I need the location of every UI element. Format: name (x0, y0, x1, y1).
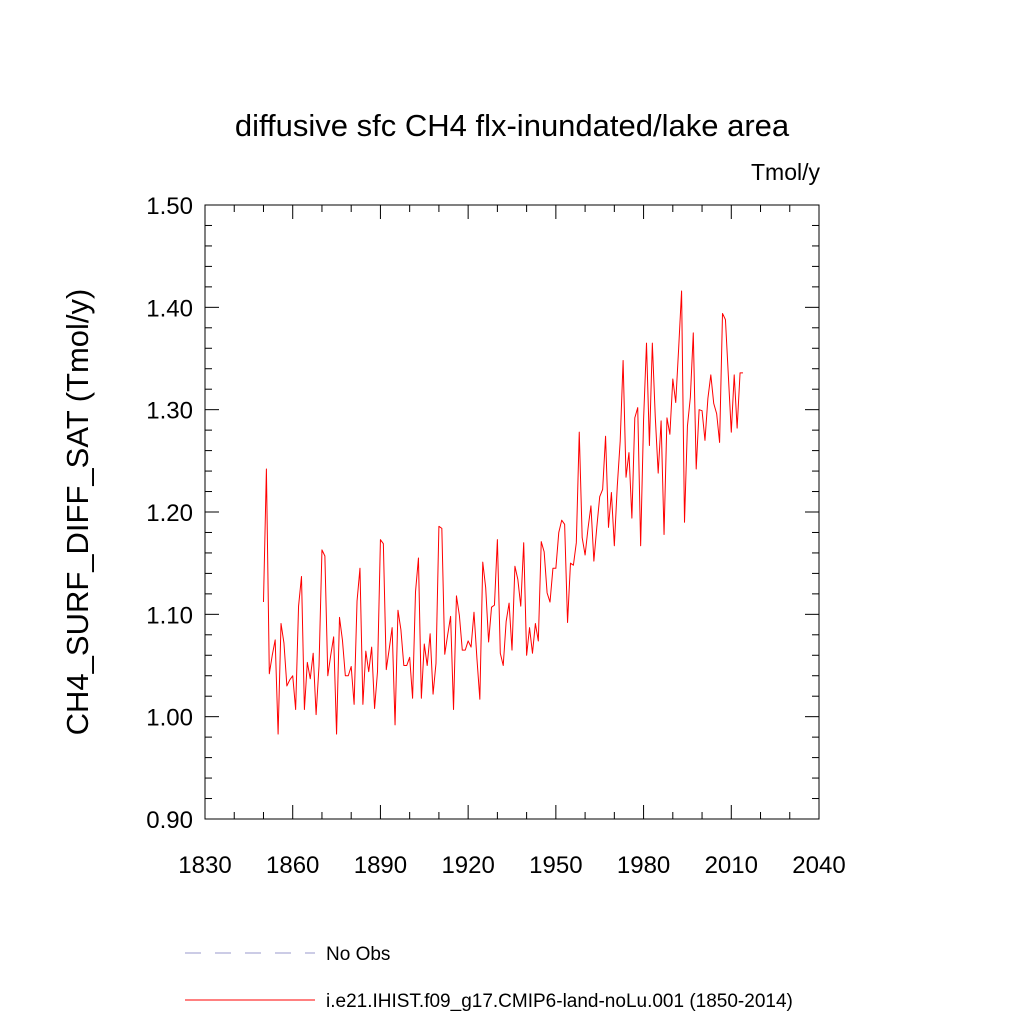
y-tick-label: 0.90 (146, 807, 193, 834)
x-tick-label: 1920 (441, 852, 494, 879)
x-tick-label: 1830 (178, 852, 231, 879)
units-label: Tmol/y (751, 159, 821, 185)
x-tick-label: 1890 (354, 852, 407, 879)
tick-labels: 1830 1860 1890 1920 1950 1980 2010 2040 0.90 1.00… (146, 193, 845, 879)
legend-label-model: i.e21.IHIST.f09_g17.CMIP6-land-noLu.001 … (326, 991, 793, 1012)
x-tick-label: 2040 (792, 852, 845, 879)
y-axis-title: CH4_SURF_DIFF_SAT (Tmol/y) (60, 289, 95, 736)
legend-label-no-obs: No Obs (326, 944, 390, 965)
series-layer (262, 290, 743, 735)
axis-ticks (204, 204, 820, 820)
plot-frame (204, 204, 820, 820)
x-tick-label: 1950 (529, 852, 582, 879)
y-tick-label: 1.30 (146, 398, 193, 425)
y-tick-label: 1.50 (146, 193, 193, 220)
x-tick-label: 1860 (266, 852, 319, 879)
y-tick-label: 1.10 (146, 602, 193, 629)
y-tick-label: 1.00 (146, 705, 193, 732)
x-tick-label: 1980 (617, 852, 670, 879)
chart-title: diffusive sfc CH4 flx-inundated/lake are… (235, 108, 790, 143)
x-tick-label: 2010 (705, 852, 758, 879)
y-tick-label: 1.40 (146, 295, 193, 322)
legend: No Obs i.e21.IHIST.f09_g17.CMIP6-land-no… (185, 944, 793, 1012)
series-line-model (262, 290, 743, 735)
y-tick-label: 1.20 (146, 500, 193, 527)
